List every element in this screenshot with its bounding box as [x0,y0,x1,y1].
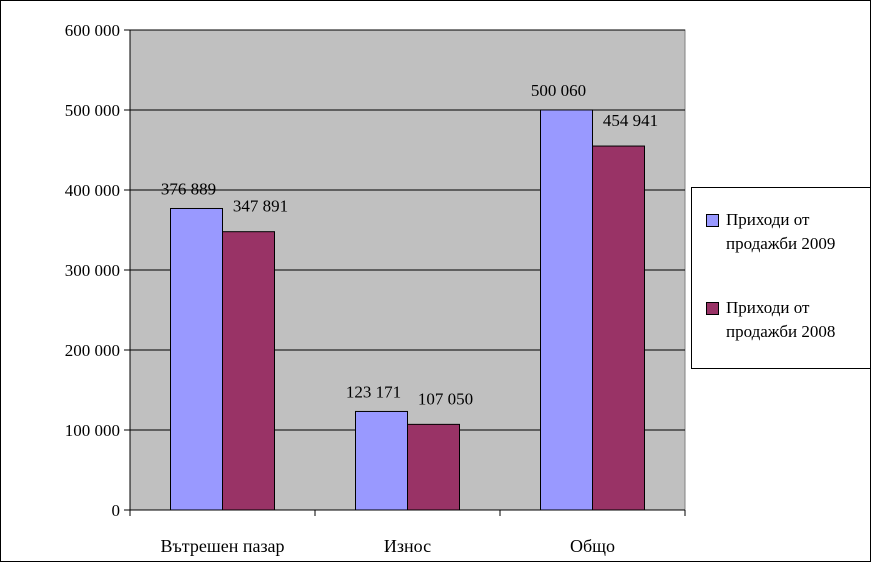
legend-label-2008: Приходи от продажби 2008 [726,298,836,341]
data-label: 500 060 [531,81,586,100]
y-tick-label: 100 000 [65,421,120,440]
y-tick-label: 400 000 [65,181,120,200]
category-label: Вътрешен пазар [160,536,284,556]
legend-swatch-2009 [706,214,719,227]
y-tick-label: 500 000 [65,101,120,120]
y-tick-label: 0 [112,501,121,520]
y-tick-label: 300 000 [65,261,120,280]
bar-2008-0 [222,231,275,511]
data-label: 376 889 [161,179,216,198]
legend-label-2009: Приходи от продажби 2009 [726,210,836,253]
bar-2008-1 [407,423,460,511]
legend-swatch-2008 [706,302,719,315]
bar-2009-1 [355,410,408,511]
category-label: Износ [384,536,431,556]
data-label: 123 171 [346,382,401,401]
bar-2008-2 [592,145,645,511]
data-label: 107 050 [418,389,473,408]
category-label: Общо [570,536,615,556]
y-tick-label: 200 000 [65,341,120,360]
bar-2009-0 [170,207,223,511]
data-label: 454 941 [603,111,658,130]
data-label: 347 891 [233,197,288,216]
legend: Приходи от продажби 2009 Приходи от прод… [691,187,871,369]
y-tick-label: 600 000 [65,21,120,40]
bar-2009-2 [540,109,593,511]
